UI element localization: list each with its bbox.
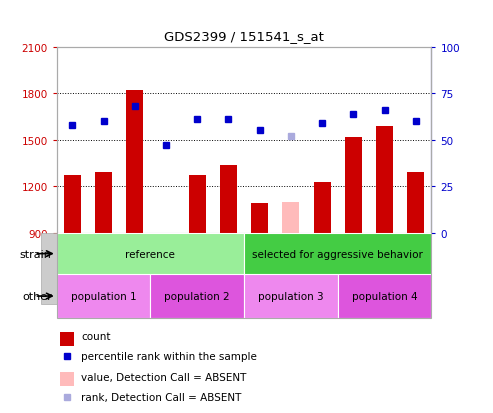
Text: other: other bbox=[22, 291, 52, 301]
Bar bbox=[228, 233, 260, 304]
Text: rank, Detection Call = ABSENT: rank, Detection Call = ABSENT bbox=[81, 392, 242, 402]
Bar bbox=[61, 372, 73, 387]
Bar bbox=[244, 233, 431, 275]
Bar bbox=[166, 233, 197, 304]
Text: GDS2399 / 151541_s_at: GDS2399 / 151541_s_at bbox=[164, 31, 324, 43]
Bar bbox=[57, 275, 150, 318]
Text: selected for aggressive behavior: selected for aggressive behavior bbox=[252, 249, 423, 259]
Bar bbox=[95, 173, 112, 233]
Text: count: count bbox=[81, 332, 110, 342]
Bar bbox=[345, 137, 362, 233]
Bar bbox=[126, 91, 143, 233]
Bar bbox=[104, 233, 135, 304]
Text: reference: reference bbox=[125, 249, 176, 259]
Bar bbox=[244, 275, 338, 318]
Bar bbox=[197, 233, 228, 304]
Bar bbox=[150, 275, 244, 318]
Bar bbox=[57, 233, 244, 275]
Text: value, Detection Call = ABSENT: value, Detection Call = ABSENT bbox=[81, 372, 246, 382]
Text: population 3: population 3 bbox=[258, 291, 324, 301]
Bar bbox=[220, 165, 237, 233]
Bar bbox=[41, 233, 72, 304]
Bar bbox=[291, 233, 322, 304]
Bar bbox=[376, 126, 393, 233]
Text: strain: strain bbox=[20, 249, 52, 259]
Text: population 2: population 2 bbox=[164, 291, 230, 301]
Bar bbox=[282, 202, 299, 233]
Bar bbox=[322, 233, 353, 304]
Bar bbox=[72, 233, 104, 304]
Bar bbox=[353, 233, 385, 304]
Bar bbox=[407, 173, 424, 233]
Bar bbox=[157, 233, 175, 238]
Bar bbox=[189, 176, 206, 233]
Bar bbox=[385, 233, 416, 304]
Bar bbox=[135, 233, 166, 304]
Bar bbox=[260, 233, 291, 304]
Bar bbox=[61, 332, 73, 346]
Bar bbox=[64, 176, 81, 233]
Bar bbox=[251, 204, 268, 233]
Text: percentile rank within the sample: percentile rank within the sample bbox=[81, 351, 257, 362]
Bar bbox=[338, 275, 431, 318]
Text: population 1: population 1 bbox=[70, 291, 137, 301]
Bar bbox=[314, 182, 331, 233]
Text: population 4: population 4 bbox=[352, 291, 418, 301]
